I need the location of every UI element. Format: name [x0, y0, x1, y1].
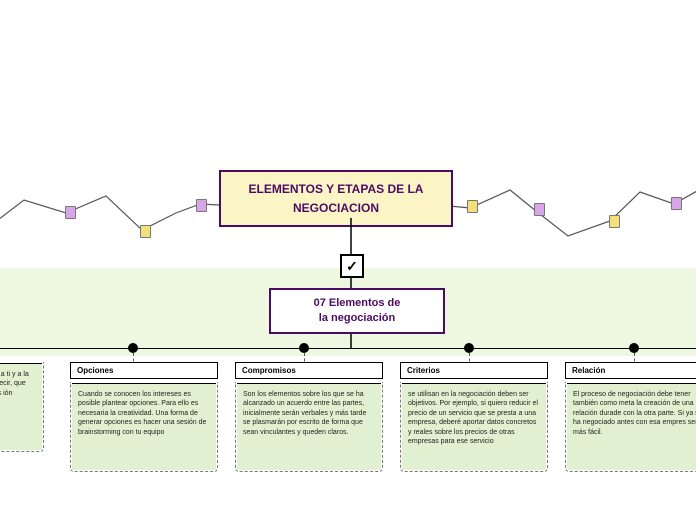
branch-label: Compromisos — [235, 362, 383, 379]
branch-node — [464, 343, 474, 353]
subtitle-line2: la negociación — [275, 311, 439, 326]
diagram-title: ELEMENTOS Y ETAPAS DE LA NEGOCIACION — [219, 170, 453, 227]
title-line2: NEGOCIACION — [227, 199, 445, 218]
branch: unta de ¿Qué a ti y a la otra ión? Es de… — [0, 362, 44, 452]
branch-body: Son los elementos sobre los que se ha al… — [237, 383, 381, 470]
zigzag-tag — [534, 203, 545, 216]
branch-body: se utilisan en la negociación deben ser … — [402, 383, 546, 470]
branch-body: El proceso de negociación debe tener tam… — [567, 383, 696, 470]
zigzag-tag — [140, 225, 151, 238]
diagram-subtitle: 07 Elementos de la negociación — [269, 288, 445, 334]
branch-body: unta de ¿Qué a ti y a la otra ión? Es de… — [0, 363, 42, 450]
title-line1: ELEMENTOS Y ETAPAS DE LA — [227, 180, 445, 199]
branch-label: Relación — [565, 362, 696, 379]
zigzag-tag — [65, 206, 76, 219]
branch-node — [299, 343, 309, 353]
branch-body: Cuando se conocen los intereses es posib… — [72, 383, 216, 470]
branch-node — [128, 343, 138, 353]
branch: Relación El proceso de negociación debe t… — [565, 362, 696, 472]
branch: Opciones Cuando se conocen los intereses … — [70, 362, 218, 472]
branch-node — [629, 343, 639, 353]
branch: Criterios se utilisan en la negociación d… — [400, 362, 548, 472]
zigzag-tag — [609, 215, 620, 228]
zigzag-tag — [671, 197, 682, 210]
zigzag-tag — [196, 199, 207, 212]
branch-label: Opciones — [70, 362, 218, 379]
check-icon: ✓ — [340, 254, 364, 278]
subtitle-line1: 07 Elementos de — [275, 296, 439, 311]
distributor-line — [0, 348, 696, 349]
zigzag-tag — [467, 200, 478, 213]
branch: Compromisos Son los elementos sobre los q… — [235, 362, 383, 472]
branch-label: Criterios — [400, 362, 548, 379]
